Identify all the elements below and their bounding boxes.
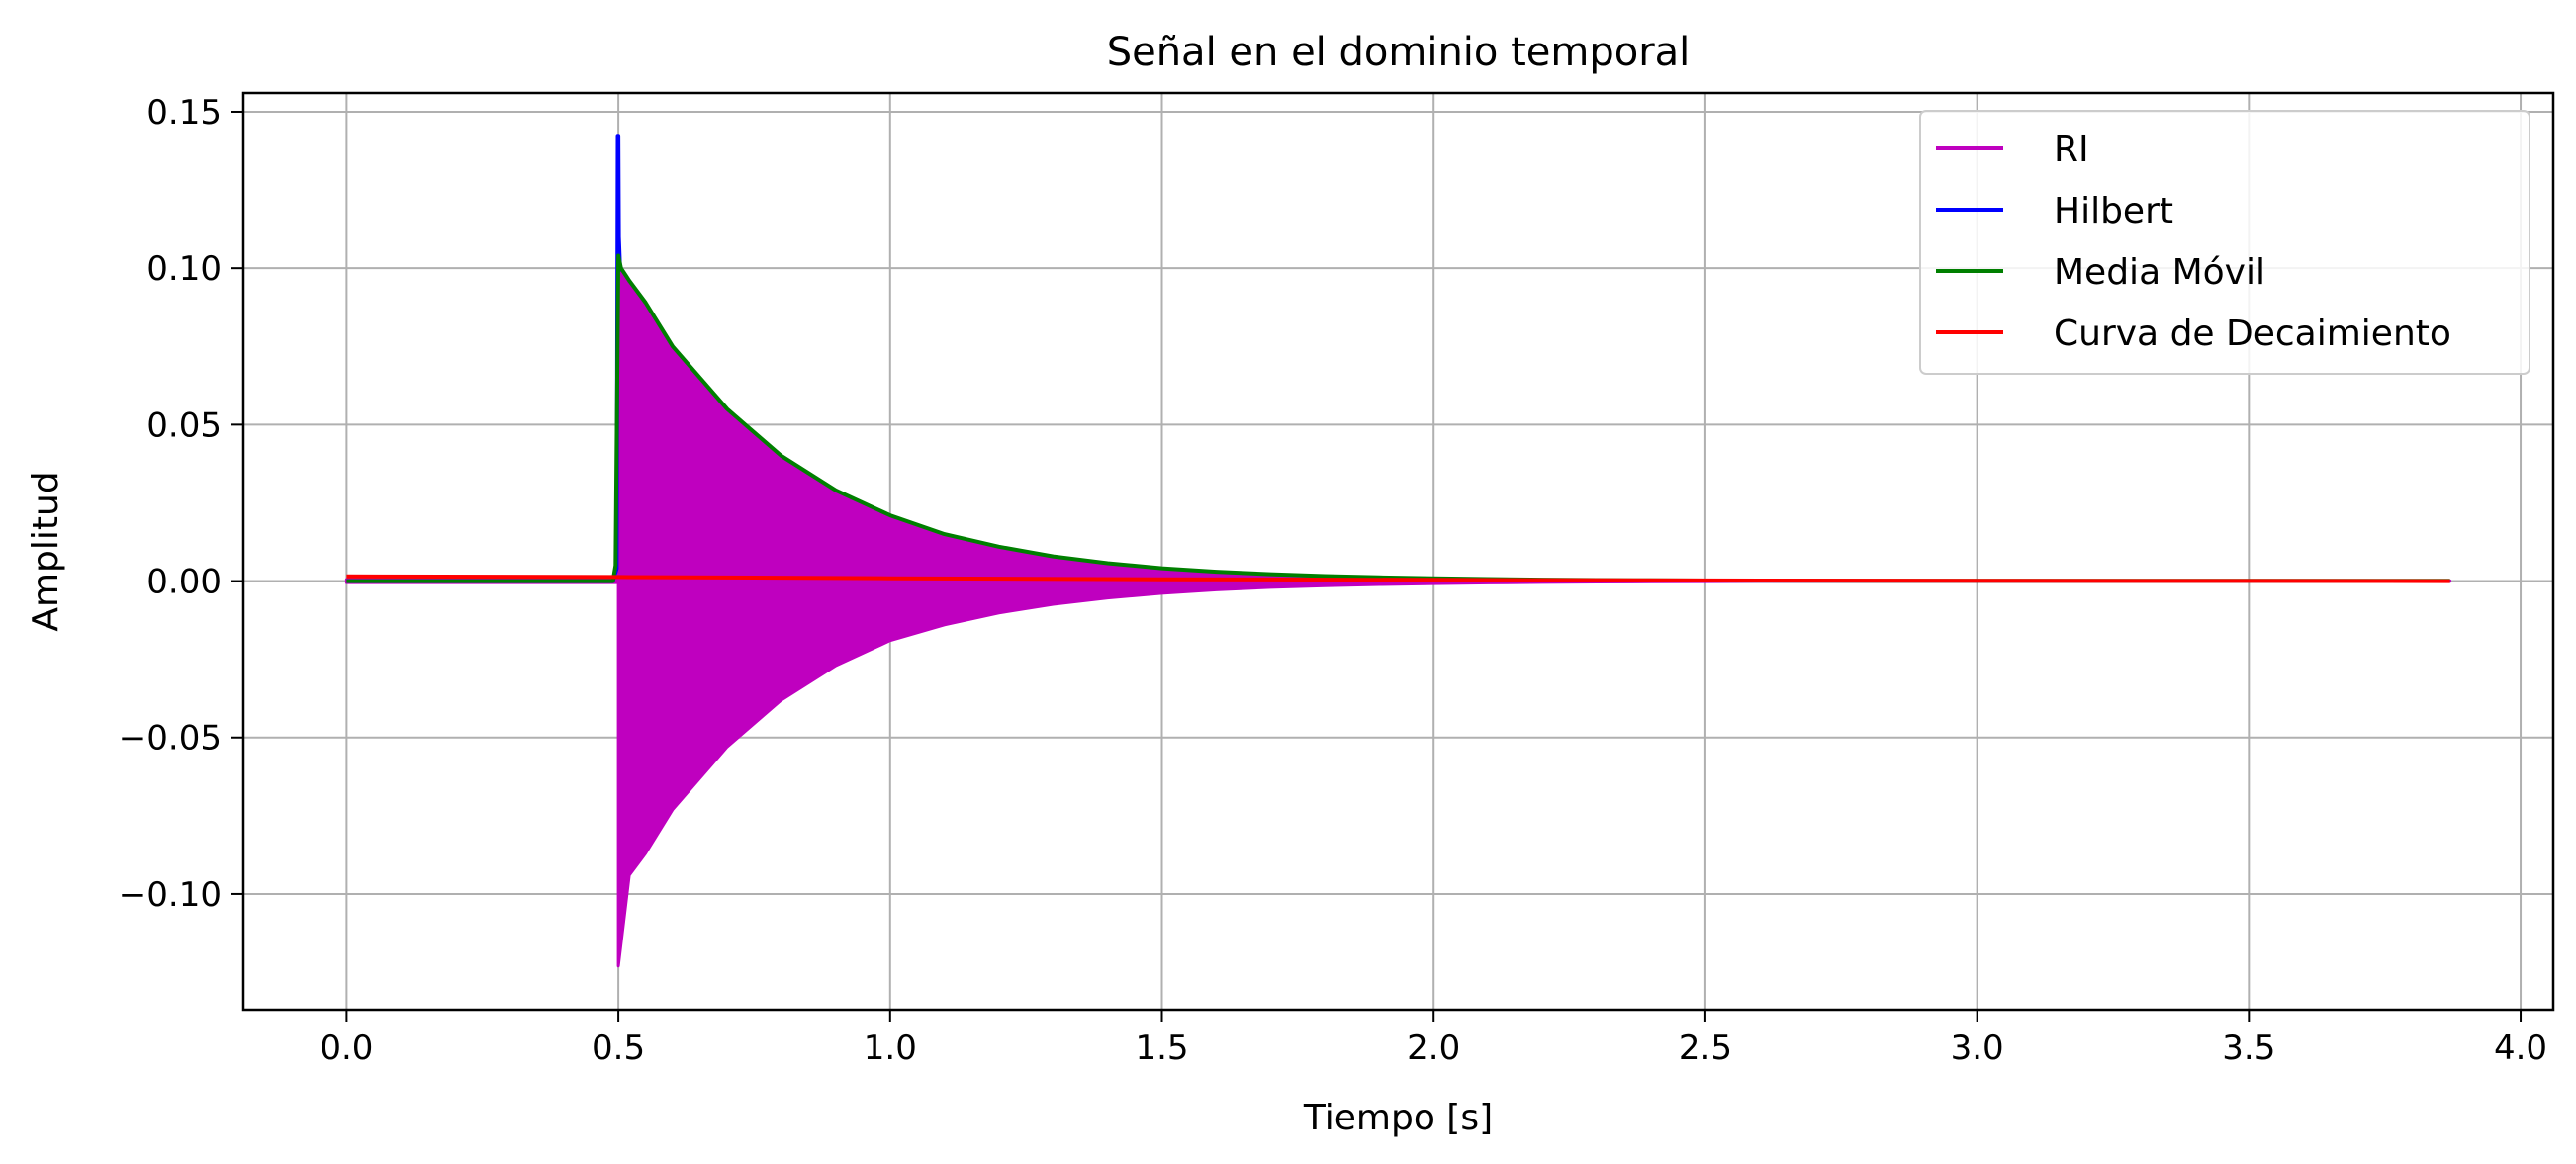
chart-title: Señal en el dominio temporal bbox=[1107, 30, 1691, 75]
x-axis-label: Tiempo [s] bbox=[1303, 1098, 1493, 1138]
series-curva-de-decaimiento-line bbox=[346, 574, 2450, 583]
plot-frame bbox=[241, 91, 2555, 1012]
x-tick-label: 0.0 bbox=[320, 1029, 373, 1068]
x-tick-label: 1.0 bbox=[864, 1029, 917, 1068]
y-axis-label: Amplitud bbox=[26, 471, 66, 631]
x-tick-label: 3.5 bbox=[2222, 1029, 2275, 1068]
plot-series bbox=[344, 134, 2452, 968]
x-tick-label: 4.0 bbox=[2494, 1029, 2547, 1068]
legend-label-hilbert: Hilbert bbox=[2054, 191, 2173, 231]
legend-label-curva-de-decaimiento: Curva de Decaimiento bbox=[2054, 313, 2451, 354]
y-tick-label: −0.10 bbox=[119, 875, 222, 915]
x-tick-label: 0.5 bbox=[592, 1029, 645, 1068]
legend: RI Hilbert Media Móvil Curva de Decaimiento bbox=[1919, 110, 2530, 375]
y-tick-label: 0.00 bbox=[146, 563, 222, 602]
legend-label-ri: RI bbox=[2054, 130, 2089, 170]
series-hilbert-line bbox=[346, 134, 624, 583]
legend-label-media-m-vil: Media Móvil bbox=[2054, 252, 2265, 293]
y-tick-label: 0.15 bbox=[146, 93, 222, 133]
y-tick-label: 0.05 bbox=[146, 405, 222, 445]
x-tick-label: 3.0 bbox=[1951, 1029, 2004, 1068]
axis-ticks: 0.0 0.5 1.0 1.5 2.0 2.5 3.0 3.5 4.0 −0.10 −0.05 0.0… bbox=[119, 93, 2547, 1068]
y-tick-label: 0.10 bbox=[146, 249, 222, 289]
x-tick-label: 2.0 bbox=[1407, 1029, 1460, 1068]
y-tick-label: −0.05 bbox=[119, 719, 222, 759]
x-tick-label: 2.5 bbox=[1679, 1029, 1732, 1068]
x-tick-label: 1.5 bbox=[1135, 1029, 1188, 1068]
legend-box bbox=[1919, 110, 2530, 375]
